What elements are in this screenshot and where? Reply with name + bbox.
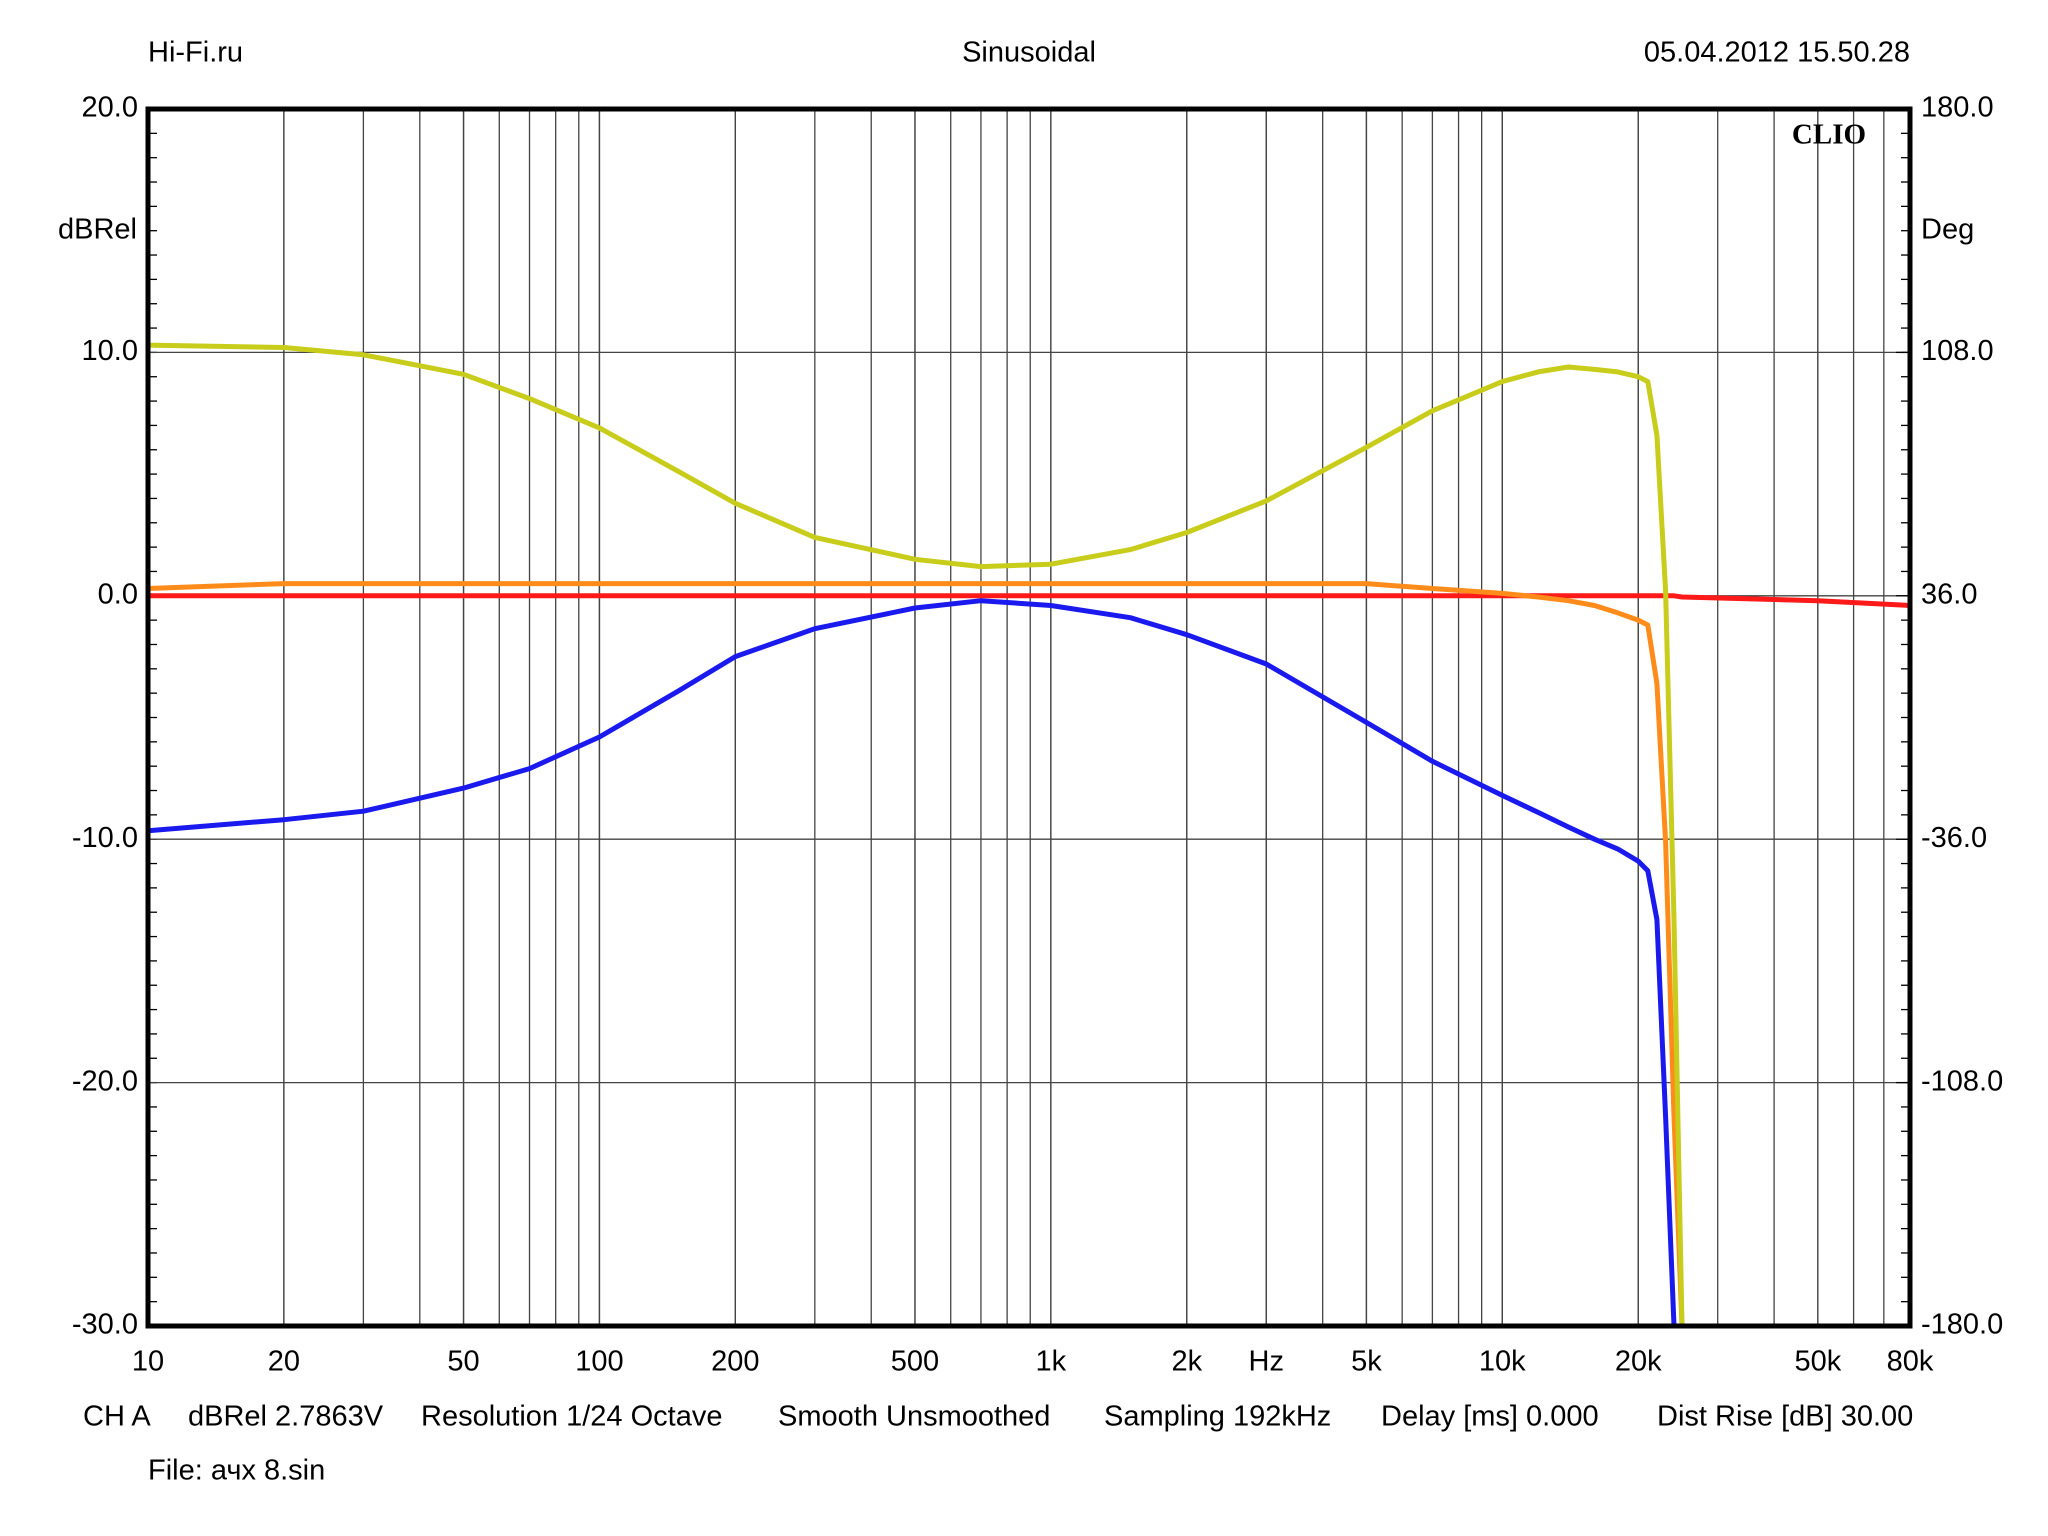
y-tick-label: -30.0 [72,1309,138,1341]
y-tick-label: 20.0 [82,92,138,124]
footer-item: Resolution 1/24 Octave [421,1401,722,1433]
footer-item: dBRel 2.7863V [188,1401,384,1433]
y2-axis-label: Deg [1921,214,1974,246]
x-tick-label: 50k [1794,1346,1841,1378]
series-group [148,342,1685,1326]
y-tick-label: -20.0 [72,1065,138,1097]
y2-tick-label: 108.0 [1921,335,1994,367]
x-tick-label: 200 [711,1346,759,1378]
series-group [148,593,1910,608]
series-group [148,581,1685,1326]
footer-item: Delay [ms] 0.000 [1381,1401,1599,1433]
source: Hi-Fi.ru [148,37,243,69]
x-tick-label: 100 [575,1346,623,1378]
x-tick-label: 80k [1887,1346,1934,1378]
chart-title: Sinusoidal [962,37,1096,69]
date: 05.04.2012 15.50.28 [1644,37,1910,69]
y2-tick-label: 36.0 [1921,578,1977,610]
y-tick-label: -10.0 [72,822,138,854]
y-tick-label: 10.0 [82,335,138,367]
footer-item: CH A [83,1401,151,1433]
x-tick-label: 500 [891,1346,939,1378]
y2-tick-label: -180.0 [1921,1309,2003,1341]
file-name: File: ачх 8.sin [148,1455,325,1487]
x-tick-label: 10k [1479,1346,1526,1378]
x-tick-label: 10 [132,1346,164,1378]
y2-tick-label: -36.0 [1921,822,1987,854]
x-tick-label: 5k [1351,1346,1382,1378]
x-tick-label: 1k [1036,1346,1067,1378]
y2-tick-label: 180.0 [1921,92,1994,124]
y2-tick-label: -108.0 [1921,1065,2003,1097]
x-tick-label: 20 [268,1346,300,1378]
series-line [148,342,1685,1326]
series-group [148,598,1677,1326]
series-line [148,581,1685,1326]
x-tick-label: 2k [1171,1346,1202,1378]
logo: CLIO [1792,119,1866,151]
footer-item: Smooth Unsmoothed [778,1401,1050,1433]
series-line [148,598,1677,1326]
series-line [148,593,1910,608]
footer-item: Sampling 192kHz [1104,1401,1331,1433]
y-tick-label: 0.0 [98,578,138,610]
plot-frame [145,106,1913,1329]
x-tick-label: 20k [1615,1346,1662,1378]
footer-item: Dist Rise [dB] 30.00 [1657,1401,1913,1433]
y-axis-label: dBRel [58,214,137,246]
x-tick-label: 50 [447,1346,479,1378]
x-tick-label: Hz [1249,1346,1284,1378]
